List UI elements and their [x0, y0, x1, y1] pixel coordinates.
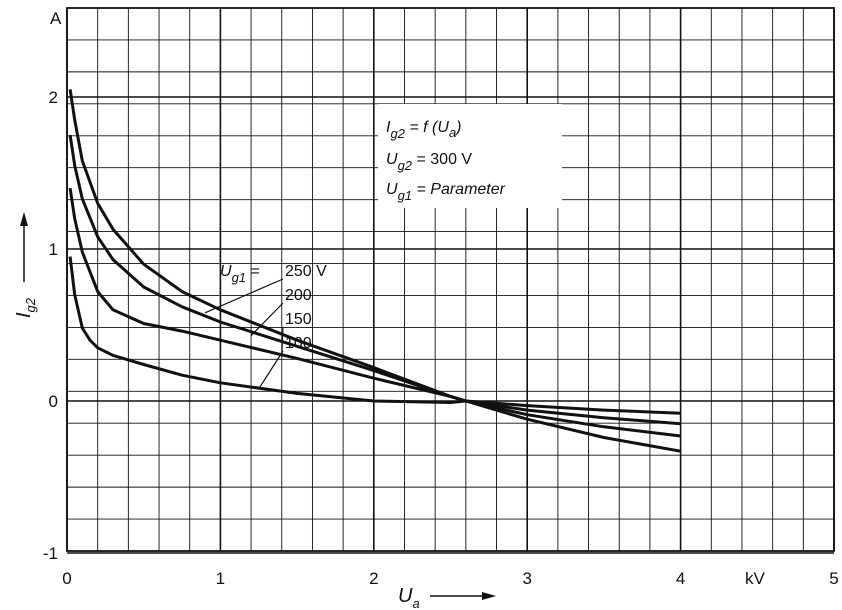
curves: [68, 89, 681, 453]
x-tick-label: 4: [676, 569, 685, 588]
series-line-2: [68, 134, 681, 438]
annotation-line-2: Ug2 = 300 V: [386, 151, 472, 173]
series-leader-4: [258, 350, 284, 390]
x-unit-label: kV: [745, 569, 766, 588]
x-tick-label: 2: [369, 569, 378, 588]
series-leader-1: [204, 278, 284, 314]
y-tick-label: 0: [49, 392, 58, 411]
x-axis-label-text: Ua: [398, 585, 420, 610]
series-label-2: 200: [285, 287, 312, 304]
y-tick-label: 2: [49, 88, 58, 107]
series-label-1: 250 V: [285, 263, 327, 280]
y-axis-label: Ig2: [13, 212, 38, 318]
label-leaders: [204, 278, 284, 390]
series-line-3: [68, 187, 681, 426]
x-axis-label: Ua: [398, 585, 496, 610]
x-tick-label: 0: [62, 569, 71, 588]
y-tick-label: 1: [49, 240, 58, 259]
series-label-4: 100: [285, 335, 312, 352]
annotation-box: [378, 104, 562, 208]
series-line-1: [68, 89, 681, 453]
y-tick-labels: 2 1 0 -1: [43, 88, 58, 563]
series-line-4: [68, 256, 681, 415]
x-tick-label: 1: [216, 569, 225, 588]
y-axis-arrow-head: [20, 212, 28, 226]
x-axis-arrow-head: [482, 592, 496, 600]
series-label-prefix: Ug1 =: [220, 263, 260, 285]
series-leader-3: [281, 326, 284, 356]
grid: [66, 7, 835, 554]
x-tick-labels: 0 1 2 3 4 5: [62, 569, 838, 588]
series-label-3: 150: [285, 311, 312, 328]
plot-frame: [66, 7, 835, 552]
annotation-line-3: Ug1 = Parameter: [386, 181, 506, 203]
y-tick-label: -1: [43, 544, 58, 563]
series-leader-2: [250, 302, 284, 337]
x-tick-label: 3: [522, 569, 531, 588]
annotation-line-1: Ig2 = f (Ua): [386, 119, 462, 141]
series-labels: 250 V 200 150 100: [285, 263, 327, 352]
y-axis-label-text: Ig2: [13, 297, 38, 318]
x-tick-label: 5: [829, 569, 838, 588]
y-unit-label: A: [50, 9, 62, 28]
